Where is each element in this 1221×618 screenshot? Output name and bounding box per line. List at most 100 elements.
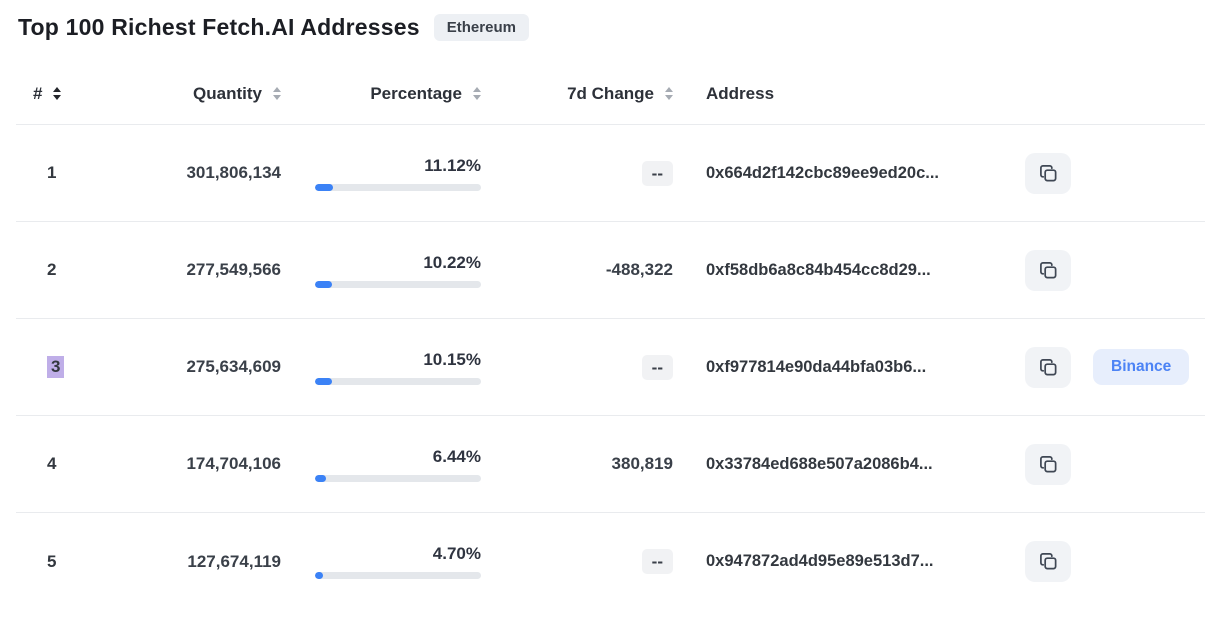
- chain-badge: Ethereum: [433, 14, 529, 41]
- percentage-cell: 10.22%: [281, 253, 481, 288]
- percentage-wrap: 4.70%: [315, 544, 481, 579]
- address-cell: 0x664d2f142cbc89ee9ed20c...: [673, 164, 1006, 183]
- address-cell: 0x947872ad4d95e89e513d7...: [673, 552, 1006, 571]
- page-header: Top 100 Richest Fetch.AI Addresses Ether…: [16, 12, 1205, 49]
- rank-value: 1: [47, 163, 57, 182]
- rank-value: 5: [47, 551, 57, 571]
- copy-cell: [1006, 443, 1076, 485]
- rank-cell: 4: [16, 454, 96, 474]
- address-value[interactable]: 0x664d2f142cbc89ee9ed20c...: [706, 163, 940, 182]
- address-cell: 0x33784ed688e507a2086b4...: [673, 455, 1006, 474]
- table-row: 5 127,674,119 4.70% -- 0x947872ad4d95e89…: [16, 513, 1205, 610]
- percentage-bar-fill: [315, 280, 332, 288]
- address-value[interactable]: 0xf977814e90da44bfa03b6...: [706, 357, 927, 376]
- copy-cell: [1006, 152, 1076, 194]
- quantity-value: 127,674,119: [187, 551, 281, 571]
- copy-address-button[interactable]: [1025, 152, 1071, 194]
- address-value[interactable]: 0x33784ed688e507a2086b4...: [706, 454, 933, 473]
- percentage-bar: [315, 474, 481, 482]
- quantity-value: 301,806,134: [186, 163, 281, 182]
- table-row: 3 275,634,609 10.15% -- 0xf977814e90da44…: [16, 319, 1205, 416]
- copy-address-button[interactable]: [1025, 541, 1071, 582]
- percentage-value: 4.70%: [432, 544, 481, 563]
- copy-address-button[interactable]: [1025, 249, 1071, 291]
- percentage-wrap: 11.12%: [315, 156, 481, 191]
- percentage-value: 10.15%: [423, 349, 481, 369]
- copy-address-button[interactable]: [1025, 443, 1071, 485]
- change-value: --: [641, 160, 673, 186]
- change-cell: --: [481, 354, 673, 380]
- quantity-cell: 277,549,566: [96, 260, 281, 280]
- percentage-wrap: 6.44%: [315, 447, 481, 482]
- table-header: # Quantity Percentage 7d Change Address: [16, 63, 1205, 125]
- percentage-wrap: 10.22%: [315, 253, 481, 288]
- address-value[interactable]: 0xf58db6a8c84b454cc8d29...: [706, 260, 931, 279]
- percentage-cell: 6.44%: [281, 447, 481, 482]
- rank-value: 4: [47, 454, 57, 473]
- quantity-value: 174,704,106: [186, 454, 281, 473]
- percentage-value: 6.44%: [432, 446, 481, 466]
- column-header-quantity[interactable]: Quantity: [96, 85, 281, 102]
- percentage-cell: 10.15%: [281, 350, 481, 385]
- percentage-bar: [315, 183, 481, 191]
- change-cell: --: [481, 549, 673, 574]
- change-cell: -488,322: [481, 260, 673, 280]
- address-cell: 0xf977814e90da44bfa03b6...: [673, 358, 1006, 377]
- copy-address-button[interactable]: [1025, 346, 1071, 388]
- column-address-label: Address: [706, 84, 775, 103]
- copy-icon: [1039, 358, 1056, 375]
- column-header-rank[interactable]: #: [16, 85, 96, 102]
- sort-icon-rank[interactable]: [53, 87, 62, 100]
- copy-icon: [1039, 455, 1056, 472]
- column-header-change[interactable]: 7d Change: [481, 85, 673, 102]
- percentage-bar-fill: [315, 572, 323, 579]
- table-row: 1 301,806,134 11.12% -- 0x664d2f142cbc89…: [16, 125, 1205, 222]
- column-rank-label: #: [33, 84, 43, 103]
- percentage-bar: [315, 280, 481, 288]
- percentage-wrap: 10.15%: [315, 350, 481, 385]
- column-percentage-label: Percentage: [370, 84, 462, 103]
- rank-cell: 1: [16, 163, 96, 183]
- change-value: 380,819: [611, 454, 673, 473]
- percentage-cell: 11.12%: [281, 156, 481, 191]
- rank-value: 2: [47, 260, 57, 279]
- percentage-bar: [315, 572, 481, 579]
- quantity-cell: 174,704,106: [96, 454, 281, 474]
- copy-icon: [1039, 261, 1056, 278]
- change-cell: --: [481, 160, 673, 186]
- quantity-value: 277,549,566: [186, 260, 281, 279]
- column-header-percentage[interactable]: Percentage: [281, 85, 481, 102]
- change-value: -488,322: [605, 260, 673, 279]
- exchange-tag[interactable]: Binance: [1093, 349, 1190, 385]
- quantity-value: 275,634,609: [186, 357, 281, 376]
- table-row: 4 174,704,106 6.44% 380,819 0x33784ed688…: [16, 416, 1205, 513]
- rank-cell: 3: [16, 356, 96, 378]
- tag-cell: Binance: [1076, 349, 1190, 385]
- percentage-bar-fill: [315, 474, 326, 482]
- copy-cell: [1006, 249, 1076, 291]
- address-cell: 0xf58db6a8c84b454cc8d29...: [673, 261, 1006, 280]
- quantity-cell: 301,806,134: [96, 163, 281, 183]
- table-row: 2 277,549,566 10.22% -488,322 0xf58db6a8…: [16, 222, 1205, 319]
- address-value[interactable]: 0x947872ad4d95e89e513d7...: [706, 552, 934, 570]
- page-title: Top 100 Richest Fetch.AI Addresses: [18, 14, 420, 40]
- sort-icon-percentage[interactable]: [473, 87, 481, 100]
- copy-icon: [1039, 164, 1056, 181]
- rank-cell: 5: [16, 552, 96, 572]
- percentage-bar: [315, 377, 481, 385]
- percentage-value: 10.22%: [423, 252, 481, 272]
- percentage-cell: 4.70%: [281, 544, 481, 579]
- copy-cell: [1006, 541, 1076, 582]
- copy-cell: [1006, 346, 1076, 388]
- change-value: --: [641, 354, 673, 380]
- copy-icon: [1039, 553, 1056, 570]
- table-body: 1 301,806,134 11.12% -- 0x664d2f142cbc89…: [16, 125, 1205, 610]
- change-cell: 380,819: [481, 454, 673, 474]
- column-change-label: 7d Change: [567, 84, 654, 103]
- change-value: --: [641, 549, 673, 574]
- percentage-bar-fill: [315, 183, 334, 191]
- sort-icon-change[interactable]: [665, 87, 673, 100]
- percentage-value: 11.12%: [424, 155, 481, 175]
- sort-icon-quantity[interactable]: [273, 87, 281, 100]
